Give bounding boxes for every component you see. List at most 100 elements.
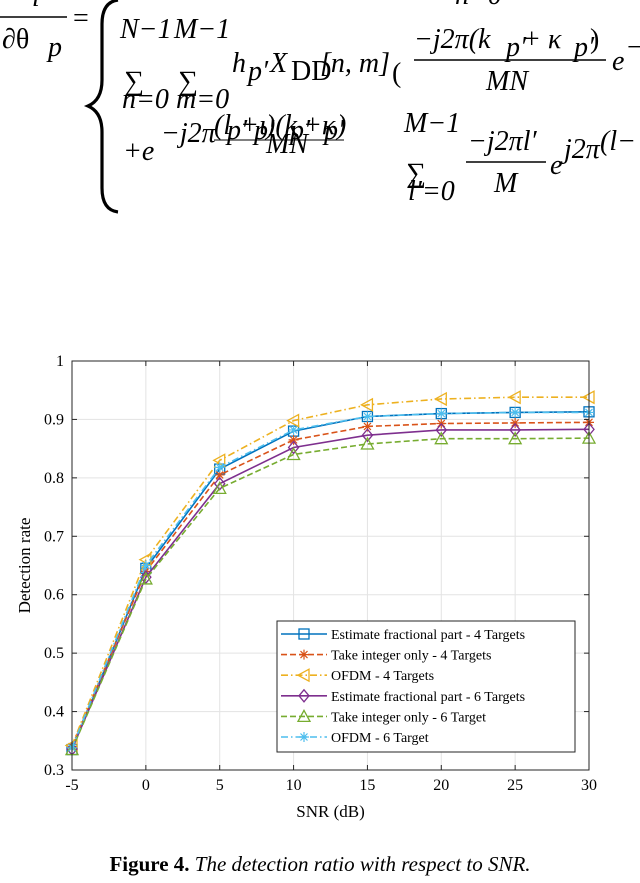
triangle-up-marker (360, 436, 375, 450)
row1-x-sub: DD (291, 56, 331, 87)
legend-entry: Take integer only - 6 Target (281, 709, 486, 725)
axes: -5 0 5 10 15 20 25 30 0.3 0.4 0.5 0.6 0.7 0.8 0.9 1 SNR … (15, 353, 597, 821)
triangle-left-marker (507, 390, 521, 405)
row1-sum2-lower: m=0 (176, 84, 229, 115)
asterisk-marker (288, 434, 299, 445)
y-tick-label: 0.9 (44, 411, 64, 428)
legend-label: OFDM - 6 Target (331, 731, 429, 746)
diamond-marker (435, 422, 448, 437)
row2-tail-exp: j2π (561, 134, 601, 165)
legend-label: Take integer only - 4 Targets (331, 649, 491, 664)
row2-exp-num-a: p′ (225, 115, 248, 146)
figure-caption: Figure 4. The detection ratio with respe… (0, 852, 640, 877)
row1-tail: e (612, 46, 624, 77)
asterisk-marker (214, 469, 225, 480)
row2-tail-exp-frac: (l− (600, 126, 636, 157)
legend-label: Estimate fractional part - 4 Targets (331, 628, 525, 643)
y-tick-label: 0.5 (44, 645, 64, 662)
diamond-marker (361, 428, 374, 443)
series-line (71, 396, 589, 746)
equation: l n=0 ∂θ p = N−1 ∑ n=0 M−1 ∑ m=0 h p′ X … (0, 0, 640, 214)
row2-exp-prefix: −j2π (161, 118, 217, 149)
equation-lhs-denominator-sub: p (46, 32, 62, 63)
row2-frac-den: M (493, 168, 519, 199)
asterisk-marker (362, 421, 373, 432)
row2-exp-num-b: +ι (240, 110, 267, 141)
y-tick-label: 1 (56, 353, 64, 370)
row2-exp-num-h: ) (335, 110, 346, 141)
row1-h: h (232, 48, 246, 79)
legend-label: OFDM - 4 Targets (331, 669, 434, 684)
asterisk-marker (362, 411, 373, 422)
legend-label: Take integer only - 6 Target (331, 710, 486, 725)
asterisk-marker (299, 649, 309, 660)
y-tick-label: 0.8 (44, 470, 64, 487)
x-tick-label: 30 (581, 777, 597, 794)
row2-exp-den: MN (265, 129, 309, 160)
row1-sum1-symbol: ∑ (124, 66, 144, 97)
triangle-up-marker (138, 571, 153, 585)
x-tick-label: 5 (216, 777, 224, 794)
legend-entry: OFDM - 6 Target (281, 731, 429, 746)
legend-entry: OFDM - 4 Targets (281, 668, 434, 684)
legend-entry: Estimate fractional part - 4 Targets (281, 628, 525, 643)
series-line (71, 421, 590, 747)
row2-exp-num-g: p′ (322, 115, 345, 146)
row2-exp-num: (l (214, 110, 231, 141)
x-tick-label: 0 (142, 777, 150, 794)
x-tick-label: 15 (359, 777, 375, 794)
row2-exp-num-f: +κ (303, 110, 336, 141)
legend-entry: Take integer only - 4 Targets (281, 649, 491, 664)
equation-lhs-denominator: ∂θ (2, 24, 29, 55)
series-line (71, 428, 590, 750)
row1-frac-num: −j2π(k (414, 24, 491, 55)
row2-plus-e: +e (123, 136, 154, 167)
series-line (71, 411, 589, 749)
row1-frac-num-end: ) (590, 24, 599, 55)
row1-tail-sup: − (627, 32, 640, 63)
triangle-up-marker (296, 709, 312, 723)
asterisk-marker (299, 732, 309, 742)
square-marker (298, 628, 310, 640)
x-tick-label: -5 (65, 777, 78, 794)
row1-nm: [n, m] (320, 48, 390, 79)
plot-frame (71, 360, 590, 771)
row1-frac-num-sub2: p′ (572, 32, 595, 63)
y-tick-label: 0.4 (44, 704, 64, 721)
row2-tail: e (550, 150, 562, 181)
row1-frac-num-mid: + κ (522, 24, 562, 55)
row2-exp-num-d: )(k (264, 110, 298, 141)
asterisk-marker (214, 462, 225, 473)
row1-left-paren: ( (392, 58, 401, 89)
legend: Estimate fractional part - 4 Targets Take… (276, 620, 576, 753)
y-axis-label: Detection rate (15, 518, 34, 614)
diamond-marker (287, 440, 300, 455)
caption-text: The detection ratio with respect to SNR. (194, 852, 531, 876)
x-tick-label: 25 (507, 777, 523, 794)
row1-sum1-upper: N−1 (119, 14, 172, 45)
triangle-left-marker (296, 668, 310, 683)
x-tick-label: 20 (433, 777, 449, 794)
diamond-marker (298, 688, 310, 703)
row2-frac-num: −j2πl′ (468, 126, 537, 157)
y-tick-label: 0.7 (44, 528, 64, 545)
row1-frac-den: MN (485, 66, 529, 97)
row1-h-sub: p′ (246, 56, 269, 87)
equation-lhs-numerator-fragment: l (32, 0, 40, 13)
legend-box (276, 620, 576, 753)
detection-rate-chart: -5 0 5 10 15 20 25 30 0.3 0.4 0.5 0.6 0.7 0.8 0.9 1 SNR … (15, 353, 597, 821)
triangle-left-marker (433, 391, 447, 407)
equation-left-brace (83, 0, 119, 214)
row2-exp-num-c: p′ (252, 115, 275, 146)
asterisk-marker (436, 408, 447, 419)
row1-sum2-upper: M−1 (173, 14, 230, 45)
asterisk-marker (288, 424, 299, 435)
row2-exp-num-e: p′ (288, 115, 311, 146)
x-tick-label: 10 (286, 777, 302, 794)
legend-entry: Estimate fractional part - 6 Targets (281, 688, 525, 705)
diamond-marker (509, 422, 521, 437)
row2-sum-upper: M−1 (403, 108, 460, 139)
triangle-up-marker (286, 447, 301, 461)
row2-sum-symbol: ∑ (406, 158, 426, 189)
row1-sum2-symbol: ∑ (178, 66, 198, 97)
